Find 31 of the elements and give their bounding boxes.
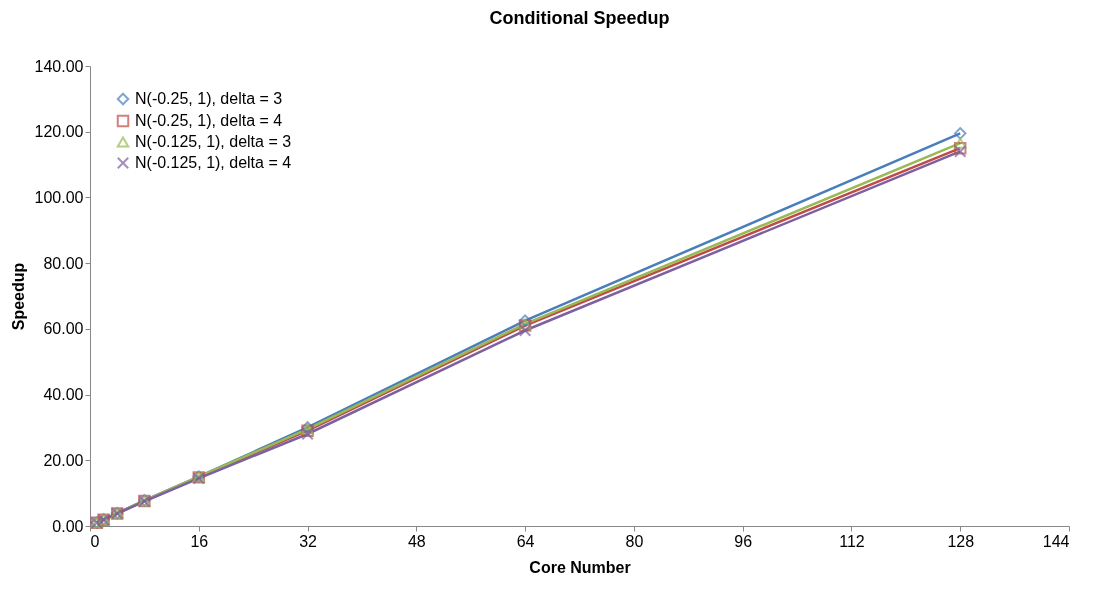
y-tick-label: 140.00 xyxy=(34,57,84,75)
legend-label: N(-0.125, 1), delta = 4 xyxy=(135,154,292,171)
y-tick-label: 40.00 xyxy=(43,386,84,404)
x-tick-label: 96 xyxy=(734,532,753,550)
point xyxy=(953,141,967,155)
y-axis-title: Speedup xyxy=(9,262,27,331)
x-tick-label: 128 xyxy=(947,532,975,550)
point xyxy=(953,137,967,149)
point xyxy=(953,145,967,158)
x-tick-label: 112 xyxy=(839,532,865,550)
chart-title: Conditional Speedup xyxy=(489,8,670,28)
x-tick-label: 32 xyxy=(299,532,318,550)
x-tick-label: 0 xyxy=(90,532,100,550)
y-tick-label: 100.00 xyxy=(34,188,84,206)
point xyxy=(518,324,532,337)
legend-label: N(-0.25, 1), delta = 3 xyxy=(135,90,283,107)
y-tick-label: 120.00 xyxy=(34,123,84,141)
x-tick-label: 48 xyxy=(407,532,426,550)
legend-label: N(-0.125, 1), delta = 3 xyxy=(135,133,292,150)
x-axis-title: Core Number xyxy=(529,558,631,576)
x-tick-label: 144 xyxy=(1042,532,1070,550)
point xyxy=(953,127,967,140)
point xyxy=(301,427,314,441)
x-tick-label: 80 xyxy=(625,532,644,550)
y-tick-label: 0.00 xyxy=(52,517,84,535)
y-tick-label: 60.00 xyxy=(43,320,84,338)
x-tick-label: 64 xyxy=(516,532,535,550)
x-tick-label: 16 xyxy=(190,532,209,550)
y-tick-label: 80.00 xyxy=(43,254,84,272)
y-tick-label: 20.00 xyxy=(43,451,84,469)
legend-label: N(-0.25, 1), delta = 4 xyxy=(135,112,283,129)
